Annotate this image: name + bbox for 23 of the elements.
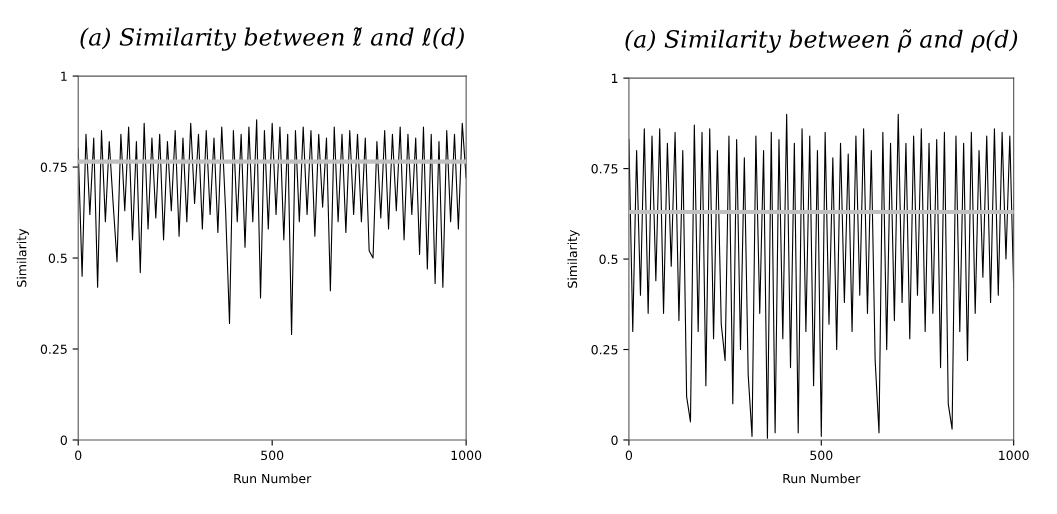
x-tick-label: 1000 [451, 450, 482, 461]
y-tick-label: 0.5 [48, 253, 67, 263]
x-tick-label: 500 [261, 450, 284, 461]
y-tick-label: 0 [611, 435, 618, 445]
y-tick-label: 1 [61, 71, 67, 81]
y-tick-label: 0.75 [591, 164, 618, 174]
y-tick-label: 0.25 [40, 344, 67, 354]
x-axis-title: Run Number [783, 473, 861, 484]
x-tick-label: 0 [75, 450, 82, 461]
y-tick-label: 0.75 [40, 162, 67, 172]
x-tick-label: 500 [810, 450, 833, 461]
y-tick-label: 1 [611, 73, 618, 83]
y-axis-title: Similarity [567, 229, 580, 288]
x-tick-label: 0 [625, 450, 633, 461]
chart-title: (a) Similarity between ρ̃ and ρ(d) [625, 29, 1018, 53]
chart-title: (a) Similarity between ℓ̃ and ℓ(d) [80, 27, 464, 51]
x-axis-title: Run Number [234, 473, 312, 484]
x-tick-label: 1000 [999, 450, 1029, 461]
y-tick-label: 0.25 [591, 344, 618, 355]
line-series [78, 119, 467, 336]
y-tick-label: 0.5 [599, 254, 618, 264]
y-axis-title: Similarity [16, 228, 29, 287]
y-tick-label: 0 [60, 435, 67, 445]
